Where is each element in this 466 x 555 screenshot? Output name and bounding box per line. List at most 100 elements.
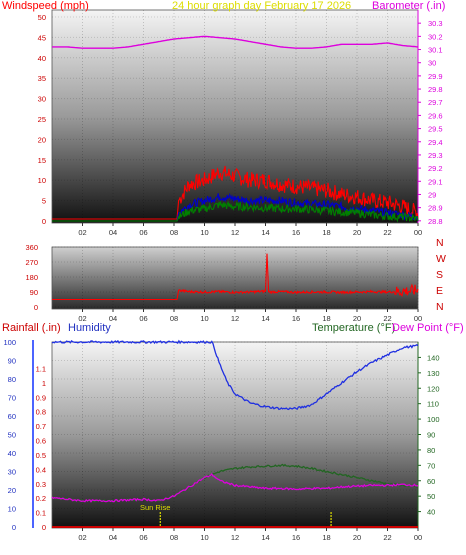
- direction-x-tick-label: 12: [231, 314, 239, 323]
- rainfall-tick-label: 0.4: [36, 465, 46, 474]
- humidity-tick-label: 40: [8, 449, 16, 458]
- barometer-tick-label: 29.4: [428, 138, 443, 147]
- barometer-tick-label: 29.3: [428, 151, 443, 160]
- wind-x-tick-label: 18: [322, 228, 330, 237]
- barometer-tick-label: 30.3: [428, 19, 443, 28]
- temp-x-tick-label: 06: [139, 533, 147, 542]
- temperature-tick-label: 80: [427, 446, 435, 455]
- windspeed-tick-label: 25: [38, 115, 46, 124]
- wind-x-tick-label: 10: [200, 228, 208, 237]
- series-barometer: [52, 35, 419, 49]
- windspeed-tick-label: 30: [38, 95, 46, 104]
- rainfall-tick-label: 0.5: [36, 451, 46, 460]
- rainfall-tick-label: 1: [42, 379, 46, 388]
- temperature-tick-label: 110: [427, 400, 439, 409]
- windspeed-tick-label: 5: [42, 197, 46, 206]
- temperature-tick-label: 90: [427, 431, 435, 440]
- series-windspeed-low: [52, 200, 419, 223]
- direction-tick-label: 90: [30, 288, 38, 297]
- humidity-tick-label: 70: [8, 394, 16, 403]
- direction-x-tick-label: 08: [170, 314, 178, 323]
- temperature-tick-label: 50: [427, 492, 435, 501]
- wind-x-tick-label: 02: [78, 228, 86, 237]
- windspeed-tick-label: 40: [38, 54, 46, 63]
- humidity-tick-label: 10: [8, 505, 16, 514]
- wind-x-tick-label: 06: [139, 228, 147, 237]
- sunrise-label: Sun Rise: [140, 503, 170, 512]
- direction-tick-label: 180: [25, 273, 38, 282]
- wind-x-tick-label: 22: [383, 228, 391, 237]
- wind-x-tick-label: 14: [261, 228, 269, 237]
- temp-x-tick-label: 20: [353, 533, 361, 542]
- rainfall-tick-label: 0.3: [36, 480, 46, 489]
- windspeed-tick-label: 35: [38, 74, 46, 83]
- temp-x-tick-label: 16: [292, 533, 300, 542]
- series-temperature: [51, 463, 419, 503]
- wind-x-tick-label: 20: [353, 228, 361, 237]
- direction-panel-bg: [51, 246, 419, 310]
- wind-x-tick-label: 04: [109, 228, 117, 237]
- temperature-tick-label: 120: [427, 384, 440, 393]
- barometer-tick-label: 29.9: [428, 72, 443, 81]
- windspeed-tick-label: 10: [38, 176, 46, 185]
- temperature-tick-label: 70: [427, 461, 435, 470]
- barometer-tick-label: 30.2: [428, 32, 443, 41]
- temp-x-tick-label: 08: [170, 533, 178, 542]
- temp-x-tick-label: 18: [322, 533, 330, 542]
- wind-x-tick-label: 12: [231, 228, 239, 237]
- rainfall-tick-label: 0.1: [36, 509, 46, 518]
- barometer-tick-label: 29.5: [428, 125, 443, 134]
- barometer-tick-label: 30: [428, 59, 436, 68]
- windspeed-tick-label: 0: [42, 217, 46, 226]
- barometer-tick-label: 28.8: [428, 217, 443, 226]
- humidity-tick-label: 60: [8, 412, 16, 421]
- windspeed-axis-label: Windspeed (mph): [2, 0, 89, 12]
- temperature-tick-label: 40: [427, 508, 435, 517]
- windspeed-tick-label: 20: [38, 135, 46, 144]
- direction-x-tick-label: 00: [414, 314, 422, 323]
- graph-title: 24 hour graph day February 17 2026: [172, 0, 351, 12]
- windspeed-tick-label: 45: [38, 33, 46, 42]
- temp-x-tick-label: 10: [200, 533, 208, 542]
- direction-x-tick-label: 06: [139, 314, 147, 323]
- windspeed-tick-label: 50: [38, 13, 46, 22]
- temp-x-tick-label: 14: [261, 533, 269, 542]
- barometer-tick-label: 29: [428, 190, 436, 199]
- humidity-tick-label: 100: [3, 338, 16, 347]
- humidity-tick-label: 80: [8, 375, 16, 384]
- humidity-axis-label: Humidity: [68, 322, 111, 334]
- temp-x-tick-label: 00: [414, 533, 422, 542]
- barometer-tick-label: 30.1: [428, 46, 443, 55]
- barometer-axis-label: Barometer (.in): [372, 0, 445, 12]
- temperature-tick-label: 130: [427, 369, 440, 378]
- barometer-tick-label: 29.2: [428, 164, 443, 173]
- rainfall-tick-label: 0.7: [36, 422, 46, 431]
- humidity-tick-label: 50: [8, 431, 16, 440]
- compass-label: W: [436, 253, 446, 265]
- wind-x-tick-label: 00: [414, 228, 422, 237]
- temp-panel-bg: [51, 341, 419, 529]
- rainfall-tick-label: 1.1: [36, 364, 46, 373]
- compass-label: N: [436, 301, 444, 313]
- barometer-tick-label: 29.7: [428, 98, 443, 107]
- humidity-tick-label: 30: [8, 468, 16, 477]
- temp-x-tick-label: 12: [231, 533, 239, 542]
- compass-label: E: [436, 285, 443, 297]
- temp-x-tick-label: 02: [78, 533, 86, 542]
- barometer-tick-label: 29.6: [428, 111, 443, 120]
- humidity-tick-label: 20: [8, 486, 16, 495]
- wind-x-tick-label: 16: [292, 228, 300, 237]
- wind-x-tick-label: 08: [170, 228, 178, 237]
- humidity-tick-label: 0: [12, 523, 16, 532]
- direction-tick-label: 0: [34, 303, 38, 312]
- direction-x-tick-label: 18: [322, 314, 330, 323]
- series-wind-direction: [52, 253, 419, 301]
- windspeed-tick-label: 15: [38, 156, 46, 165]
- rainfall-tick-label: 0.9: [36, 393, 46, 402]
- temperature-axis-label: Temperature (°F): [312, 322, 395, 334]
- direction-x-tick-label: 20: [353, 314, 361, 323]
- rainfall-tick-label: 0.8: [36, 408, 46, 417]
- series-humidity: [51, 339, 419, 411]
- temperature-tick-label: 100: [427, 415, 440, 424]
- temperature-tick-label: 140: [427, 353, 440, 362]
